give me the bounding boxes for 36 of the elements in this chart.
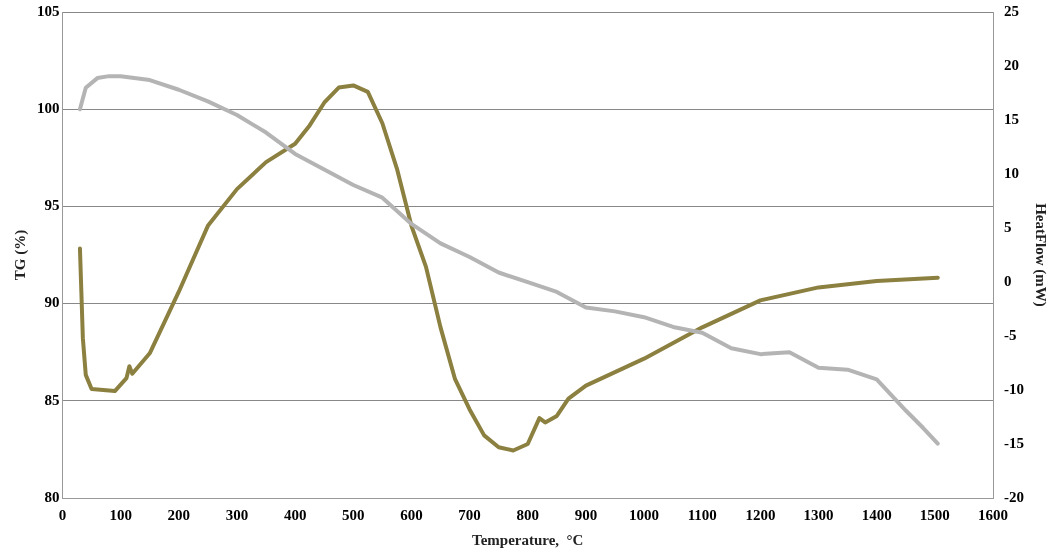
y-tick-label: 95 [44,197,60,214]
x-tick-label: 900 [574,506,598,523]
y-tick-label: 90 [44,294,60,311]
x-tick-label: 600 [400,506,423,523]
x-tick-label: 200 [167,506,191,523]
x-tick-label: 400 [283,506,307,523]
y2-tick-label: 10 [1004,164,1019,181]
y2-tick-label: -20 [1004,488,1024,505]
x-tick-label: 700 [458,506,481,523]
y2-axis-title: HeatFlow (mW) [1032,203,1050,307]
x-tick-label: 800 [516,506,539,523]
x-tick-label: 1600 [978,506,1008,523]
x-tick-label: 1400 [861,506,892,523]
x-tick-label: 1500 [919,506,950,523]
x-tick-label: 300 [225,506,249,523]
y-tick-label: 105 [37,2,60,19]
y2-tick-label: -15 [1004,434,1024,451]
x-axis-title: Temperature, °C [472,531,584,548]
x-tick-label: 0 [58,506,67,523]
y2-tick-label: -5 [1004,326,1017,343]
y2-tick-label: 15 [1004,110,1019,127]
y-tick-label: 80 [44,488,60,505]
y-tick-label: 85 [44,391,60,408]
x-tick-label: 1200 [745,506,776,523]
x-tick-label: 1300 [803,506,834,523]
y2-tick-label: 5 [1004,218,1012,235]
x-tick-label: 1100 [687,506,717,523]
x-tick-label: 100 [109,506,132,523]
x-tick-label: 1000 [629,506,660,523]
y2-tick-label: 25 [1004,2,1019,19]
y-tick-label: 100 [37,100,60,117]
y-axis-title: TG (%) [11,229,29,281]
y2-tick-label: 20 [1004,56,1019,73]
y2-tick-label: 0 [1004,272,1012,289]
y2-tick-label: -10 [1004,380,1024,397]
x-tick-label: 500 [342,506,365,523]
